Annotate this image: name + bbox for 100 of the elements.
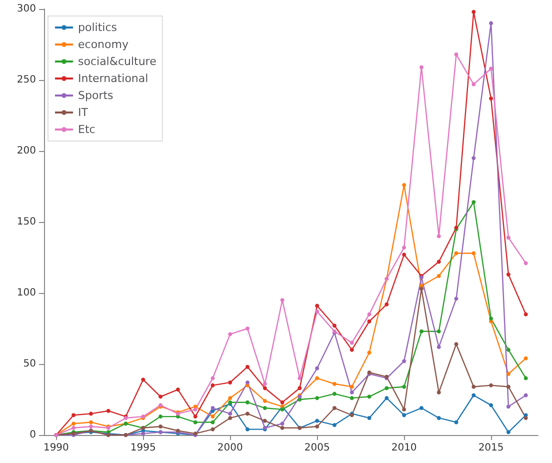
point xyxy=(228,332,232,336)
point xyxy=(193,420,198,424)
legend-label: politics xyxy=(78,21,118,34)
point xyxy=(524,312,528,316)
x-tick-label: 2000 xyxy=(217,442,243,454)
point xyxy=(472,10,476,14)
point xyxy=(454,342,458,346)
y-tick-label: 250 xyxy=(16,74,36,86)
point xyxy=(367,312,372,316)
point xyxy=(332,382,336,386)
point xyxy=(506,348,510,352)
point xyxy=(141,378,146,382)
point xyxy=(350,390,354,394)
point xyxy=(350,396,354,400)
point xyxy=(436,274,441,278)
x-tick-label: 2005 xyxy=(304,442,330,454)
point xyxy=(262,418,267,423)
point xyxy=(506,272,510,277)
point xyxy=(72,422,76,426)
legend-label: International xyxy=(78,72,148,85)
point xyxy=(489,383,494,388)
point xyxy=(350,340,354,345)
y-tick-label: 150 xyxy=(16,216,36,228)
point xyxy=(402,359,406,364)
point xyxy=(489,403,494,408)
point xyxy=(436,416,441,420)
legend-label: IT xyxy=(78,106,88,119)
point xyxy=(280,400,284,404)
point xyxy=(419,286,424,291)
legend-label: economy xyxy=(78,38,129,51)
point xyxy=(402,252,406,257)
point xyxy=(210,383,215,388)
point xyxy=(141,432,146,436)
x-tick-label: 1995 xyxy=(130,442,156,454)
point xyxy=(246,427,250,432)
point xyxy=(210,406,215,410)
point xyxy=(332,324,336,328)
point xyxy=(402,384,406,389)
y-tick-label: 50 xyxy=(23,358,36,370)
point xyxy=(246,326,250,330)
point xyxy=(524,356,528,360)
point xyxy=(489,66,494,71)
point xyxy=(246,364,250,369)
point xyxy=(350,348,354,352)
point xyxy=(454,420,458,424)
point xyxy=(436,390,441,394)
point xyxy=(210,414,215,419)
point xyxy=(402,413,406,418)
point xyxy=(419,406,424,410)
point xyxy=(315,396,320,400)
point xyxy=(280,407,284,412)
point xyxy=(280,298,284,302)
point xyxy=(298,376,302,380)
point xyxy=(472,251,476,256)
point xyxy=(262,382,267,386)
point xyxy=(88,412,93,416)
point xyxy=(280,422,284,426)
point xyxy=(436,260,441,264)
point xyxy=(262,386,267,390)
point xyxy=(472,393,476,398)
point xyxy=(384,302,389,306)
point xyxy=(367,319,372,324)
point xyxy=(228,396,232,400)
legend-label: Sports xyxy=(78,89,114,102)
point xyxy=(472,156,476,160)
point xyxy=(506,404,510,409)
y-tick-label: 0 xyxy=(30,430,36,440)
point xyxy=(210,427,215,432)
point xyxy=(193,414,198,419)
point xyxy=(367,394,372,399)
point xyxy=(262,398,267,403)
point xyxy=(472,384,476,389)
point xyxy=(210,376,215,380)
point xyxy=(315,366,320,370)
point xyxy=(402,246,406,250)
point xyxy=(454,296,458,301)
point xyxy=(367,416,372,420)
x-tick-label: 1990 xyxy=(43,442,69,454)
point xyxy=(315,376,320,380)
point xyxy=(106,408,110,413)
point xyxy=(419,65,424,70)
point xyxy=(454,251,458,256)
point xyxy=(88,424,93,428)
point xyxy=(262,406,267,410)
point xyxy=(246,380,250,384)
point xyxy=(506,430,510,434)
point xyxy=(524,393,528,398)
point xyxy=(332,406,336,410)
point xyxy=(472,82,476,86)
point xyxy=(489,96,494,100)
point xyxy=(315,304,320,308)
point xyxy=(367,350,372,355)
point xyxy=(246,412,250,416)
point xyxy=(419,329,424,334)
point xyxy=(193,407,198,412)
point xyxy=(489,21,494,26)
point xyxy=(506,384,510,389)
point xyxy=(228,380,232,384)
point xyxy=(436,234,441,238)
point xyxy=(350,384,354,389)
